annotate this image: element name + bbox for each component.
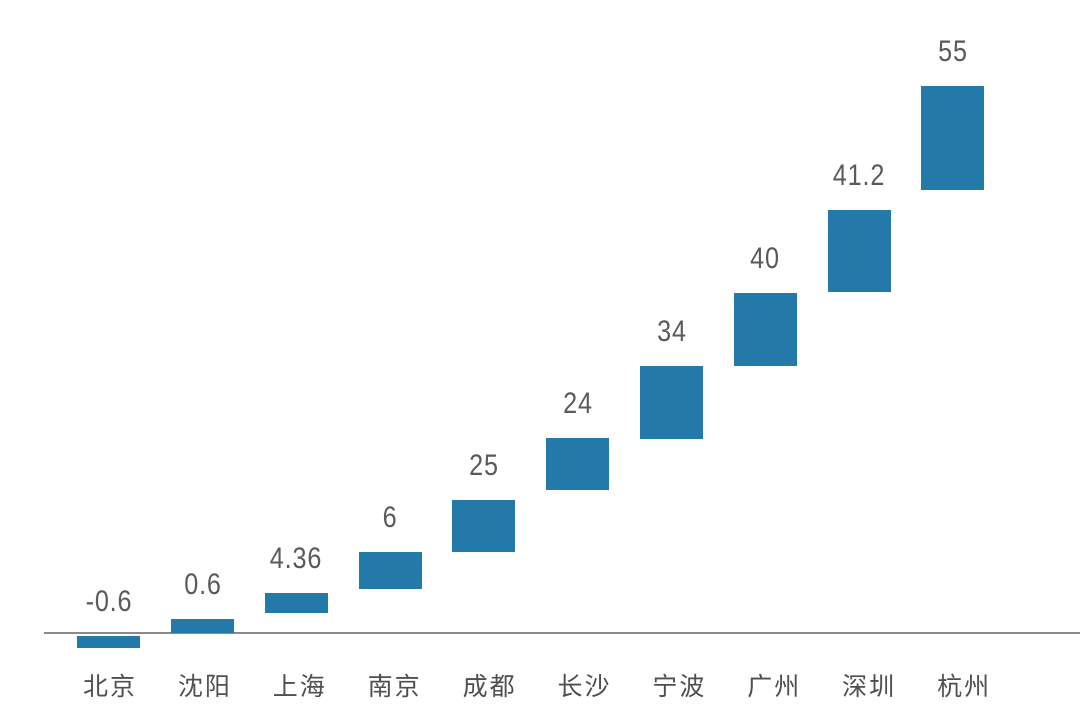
value-label: 25: [469, 449, 499, 483]
x-tick-label: 杭州: [937, 673, 992, 701]
value-bar: [733, 292, 797, 366]
x-tick-label: 宁波: [652, 673, 707, 701]
value-bar: [77, 635, 141, 648]
x-tick-label: 南京: [367, 673, 422, 701]
value-bar: [264, 592, 328, 614]
value-bar: [827, 209, 891, 292]
x-tick-label: 深圳: [842, 673, 897, 701]
value-label: 0.6: [183, 568, 222, 602]
value-label: 34: [656, 314, 687, 348]
value-label: 40: [750, 241, 781, 275]
x-tick-label: 长沙: [557, 673, 612, 701]
value-label: -0.6: [85, 584, 133, 618]
x-axis-line: [44, 632, 1080, 634]
value-label: 55: [938, 34, 968, 68]
x-tick-label: 广州: [747, 673, 802, 701]
value-bar: [452, 500, 516, 552]
x-tick-label: 北京: [82, 673, 137, 701]
value-label: 6: [382, 500, 398, 534]
value-bar: [546, 437, 610, 491]
value-label: 24: [562, 386, 593, 420]
value-label: 4.36: [270, 541, 323, 575]
value-bar: [171, 619, 234, 633]
value-bar: [640, 365, 703, 439]
value-bar: [358, 551, 422, 590]
x-tick-label: 沈阳: [177, 673, 232, 701]
x-tick-label: 上海: [272, 673, 327, 701]
x-tick-label: 成都: [462, 673, 517, 701]
value-bar: [921, 85, 985, 190]
value-label: 41.2: [832, 158, 886, 192]
